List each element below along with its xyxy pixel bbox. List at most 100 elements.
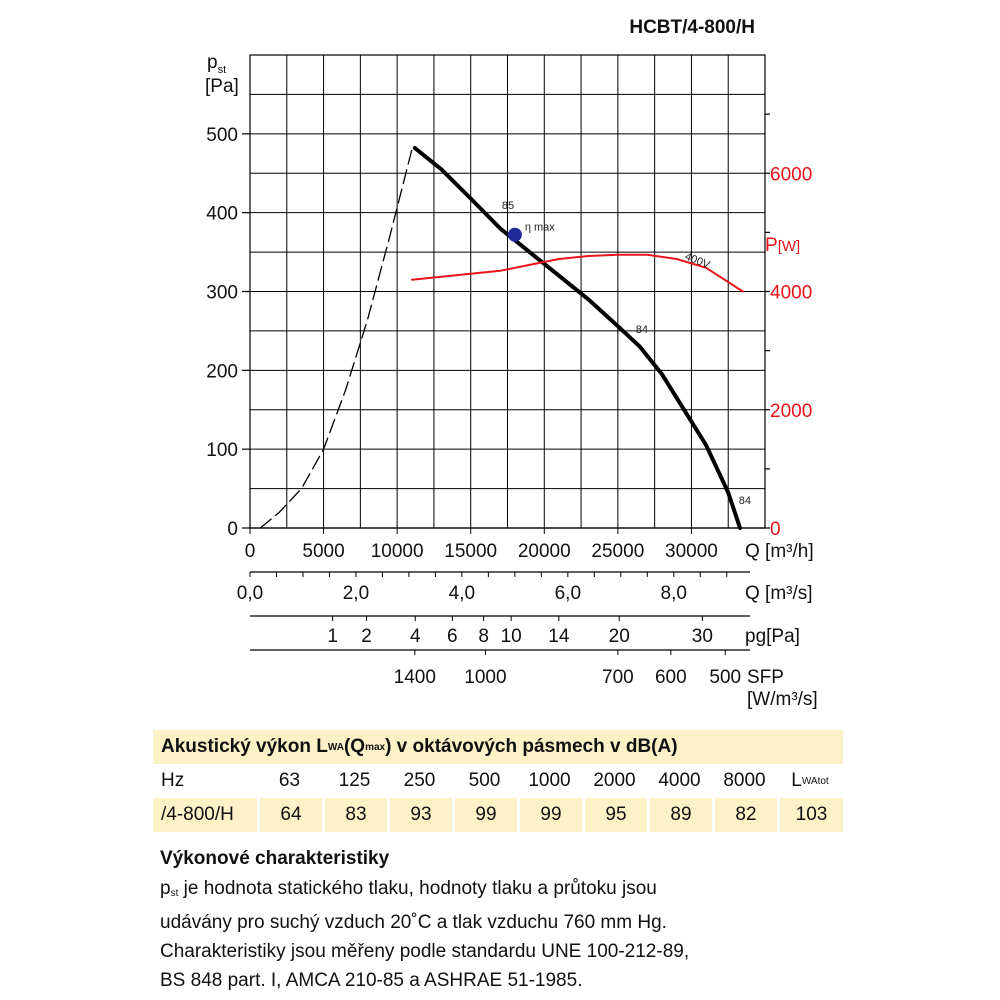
header-cell: 250 <box>403 770 436 791</box>
x-tick-label: 30000 <box>665 541 718 562</box>
data-cell: 82 <box>712 798 777 832</box>
x2-tick-label: 4,0 <box>449 583 475 604</box>
y-right-tick-label: 2000 <box>770 401 812 422</box>
x4-axis-unit: [W/m³/s] <box>747 689 818 710</box>
data-cell: 64 <box>257 798 322 832</box>
header-cell: 2000 <box>593 770 636 791</box>
x-axis-label: Q [m³/h] <box>745 541 814 562</box>
y-tick-label: 0 <box>227 519 238 540</box>
data-cell: 95 <box>582 798 647 832</box>
data-cell: 89 <box>647 798 712 832</box>
acoustic-title-sub1: WA <box>327 741 344 753</box>
y-right-axis-label-unit: [W] <box>778 238 801 255</box>
notes-line-1-prefix: p <box>160 878 171 899</box>
y-axis-unit: [Pa] <box>205 76 239 97</box>
fan-chart: HCBT/4-800/H pst [Pa] P[W] 0100200300400… <box>205 17 818 710</box>
x4-tick-label: 600 <box>655 667 687 688</box>
y-axis-label: pst <box>207 52 226 76</box>
y-right-axis-label-main: P <box>765 235 778 256</box>
acoustic-title-prefix: Akustický výkon L <box>161 736 328 757</box>
power-line <box>410 253 744 293</box>
notes-line-2: udávány pro suchý vzduch 20˚C a tlak vzd… <box>160 912 667 933</box>
x3-axis-label: pg[Pa] <box>745 626 800 647</box>
y-right-tick-label: 0 <box>770 519 781 540</box>
header-cell: 63 <box>278 770 301 791</box>
series-label: 400V <box>683 251 712 272</box>
x3-tick-label: 14 <box>548 626 570 647</box>
y-right-tick-label: 4000 <box>770 283 812 304</box>
x-tick-label: 10000 <box>371 541 424 562</box>
header-cell: 125 <box>338 770 371 791</box>
y-tick-label: 300 <box>206 283 238 304</box>
row-label: /4-800/H <box>161 804 234 825</box>
acoustic-title-mid: (Q <box>343 736 366 757</box>
y-axis-label-main: p <box>207 52 218 73</box>
x3-tick-label: 20 <box>609 626 630 647</box>
efficiency-point <box>507 227 522 242</box>
data-cell: 99 <box>452 798 517 832</box>
chart-title: HCBT/4-800/H <box>629 17 755 38</box>
series: 400V 85 84 84 η max <box>259 146 751 530</box>
curve-annotation: 85 <box>502 200 514 212</box>
notes-line-4: BS 848 part. I, AMCA 210-85 a ASHRAE 51-… <box>160 970 583 991</box>
x4-tick-label: 700 <box>602 667 634 688</box>
x-tick-label: 20000 <box>518 541 571 562</box>
x4-tick-label: 1000 <box>464 667 506 688</box>
x3-tick-label: 6 <box>447 626 458 647</box>
grid <box>249 54 766 529</box>
x-tick-label: 5000 <box>302 541 344 562</box>
x4-tick-label: 500 <box>709 667 741 688</box>
x2-tick-label: 0,0 <box>237 583 263 604</box>
header-cell: 4000 <box>658 770 701 791</box>
y-tick-label: 500 <box>206 125 238 146</box>
acoustic-title: Akustický výkon L WA (Q max) v oktávových … <box>153 730 843 764</box>
header-cell: 500 <box>468 770 501 791</box>
notes-line-1-rest: je hodnota statického tlaku, hodnoty tla… <box>178 878 657 899</box>
notes-title: Výkonové charakteristiky <box>160 848 390 869</box>
x3-tick-label: 8 <box>478 626 489 647</box>
curve-annotation: 84 <box>636 324 648 336</box>
acoustic-title-suffix: ) v oktávových pásmech v dB(A) <box>385 736 678 757</box>
header-total: L WAtot <box>777 764 843 798</box>
y-tick-label: 100 <box>206 440 238 461</box>
x3-tick-label: 10 <box>501 626 522 647</box>
x-tick-label: 15000 <box>444 541 497 562</box>
performance-notes: Výkonové charakteristiky pst je hodnota … <box>160 848 860 995</box>
header-cell: 1000 <box>528 770 571 791</box>
x4-axis-label: SFP <box>747 667 784 688</box>
header-hz: Hz <box>161 770 185 791</box>
x3-tick-label: 2 <box>361 626 372 647</box>
data-cell: 99 <box>517 798 582 832</box>
x3-tick-label: 4 <box>410 626 421 647</box>
acoustic-title-sub2: max <box>365 741 386 753</box>
y-right-tick-label: 6000 <box>770 164 812 185</box>
notes-line-1-sub: st <box>170 888 179 899</box>
x2-tick-label: 8,0 <box>661 583 687 604</box>
x2-tick-label: 6,0 <box>555 583 581 604</box>
fan-curve-line <box>412 146 742 530</box>
data-total: 103 <box>777 798 843 832</box>
header-cell: 8000 <box>723 770 766 791</box>
acoustic-table: Akustický výkon L WA (Q max) v oktávových … <box>153 730 843 832</box>
x2-axis-label: Q [m³/s] <box>745 583 813 604</box>
notes-line-1: pst je hodnota statického tlaku, hodnoty… <box>160 874 860 908</box>
secondary-x-axes: 0,0 2,0 4,0 6,0 8,0 Q [m³/s] 1 2 4 6 8 10 14 20 30 pg[P… <box>237 571 818 710</box>
x-tick-label: 0 <box>245 541 256 562</box>
efficiency-label: η max <box>525 222 555 234</box>
curve-annotation: 84 <box>739 495 751 507</box>
y-right-axis-label: P[W] <box>765 235 800 256</box>
x3-tick-label: 30 <box>692 626 713 647</box>
data-cell: 83 <box>322 798 387 832</box>
data-cell: 93 <box>387 798 452 832</box>
acoustic-data-row: /4-800/H 64 83 93 99 99 95 89 82 103 <box>153 798 843 832</box>
y-tick-label: 400 <box>206 204 238 225</box>
x3-tick-label: 1 <box>327 626 338 647</box>
header-total-sub: WAtot <box>801 775 829 787</box>
y-tick-label: 200 <box>206 361 238 382</box>
unstable-region-line <box>259 148 413 529</box>
x4-tick-label: 1400 <box>394 667 436 688</box>
y-axis-label-sub: st <box>218 64 227 76</box>
x-tick-label: 25000 <box>591 541 644 562</box>
